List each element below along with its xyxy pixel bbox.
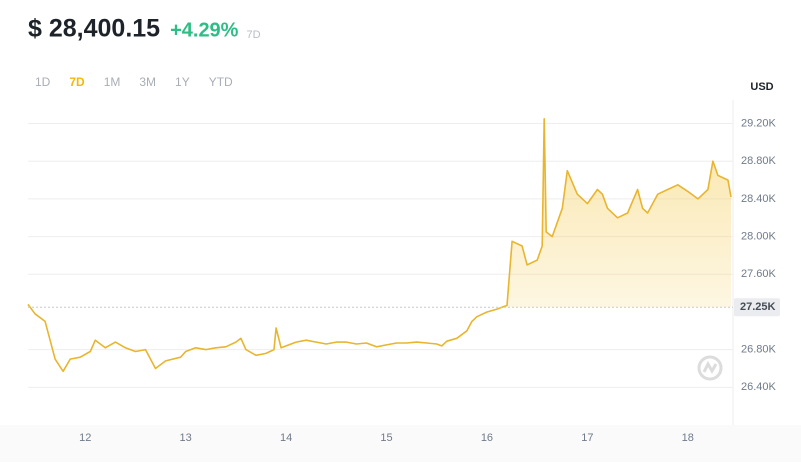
y-tick-label: 28.00K <box>741 231 777 243</box>
y-axis-label: USD <box>750 81 773 93</box>
x-tick-label: 14 <box>280 432 292 444</box>
range-button[interactable]: 1M <box>104 75 121 89</box>
baseline-label-box <box>734 298 780 317</box>
x-axis-band <box>0 425 801 462</box>
range-button[interactable]: YTD <box>209 75 233 89</box>
range-button[interactable]: 3M <box>139 75 156 89</box>
x-tick-label: 12 <box>79 432 91 444</box>
y-tick-label: 28.40K <box>741 193 777 205</box>
x-tick-label: 13 <box>180 432 192 444</box>
y-tick-label: 26.80K <box>741 344 777 356</box>
y-tick-label: 28.80K <box>741 155 777 167</box>
price-change: +4.29% <box>170 19 239 41</box>
x-tick-label: 15 <box>380 432 392 444</box>
y-tick-label: 27.60K <box>741 268 777 280</box>
price-line <box>27 118 732 373</box>
y-tick-label: 26.40K <box>741 381 777 393</box>
period: 7D <box>246 29 260 41</box>
price: $ 28,400.15 <box>28 15 160 43</box>
range-button[interactable]: 1D <box>35 75 51 89</box>
watermark <box>697 355 723 381</box>
baseline-label: 27.25K <box>740 301 776 313</box>
y-tick-label: 29.20K <box>741 117 777 129</box>
x-tick-label: 17 <box>581 432 593 444</box>
range-button[interactable]: 7D <box>69 75 85 89</box>
range-button[interactable]: 1Y <box>175 75 190 89</box>
area-fill <box>28 118 731 308</box>
x-tick-label: 16 <box>481 432 493 444</box>
x-tick-label: 18 <box>682 432 694 444</box>
